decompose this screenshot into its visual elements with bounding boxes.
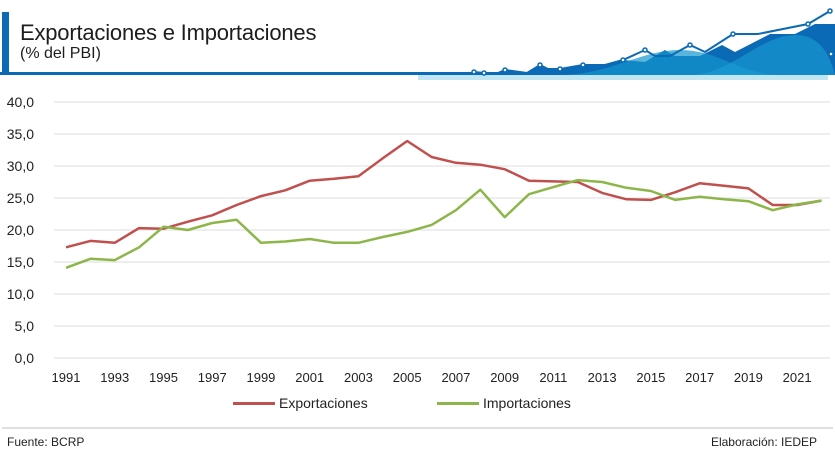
header-marker bbox=[805, 21, 811, 27]
y-tick-label: 10,0 bbox=[7, 286, 34, 302]
header-marker bbox=[730, 31, 736, 37]
header-marker bbox=[620, 57, 626, 63]
series-line-exportaciones bbox=[65, 139, 822, 249]
header-marker bbox=[502, 67, 508, 73]
chart-subtitle: (% del PBI) bbox=[20, 45, 101, 62]
y-tick-label: 40,0 bbox=[7, 94, 34, 110]
footer-divider bbox=[2, 427, 833, 429]
chart-title: Exportaciones e Importaciones bbox=[20, 20, 317, 45]
header-baseline-light bbox=[418, 75, 828, 80]
line-chart: 0,0 5,0 10,0 15,0 20,0 25,0 30,0 35,0 40,0 1991 1… bbox=[7, 94, 830, 385]
x-tick-label: 2017 bbox=[685, 370, 714, 385]
series-points-importaciones bbox=[65, 180, 822, 268]
legend-item-exportaciones: Exportaciones bbox=[233, 395, 368, 411]
x-tick-label: 1999 bbox=[246, 370, 275, 385]
legend-label-importaciones: Importaciones bbox=[483, 395, 571, 411]
header: Exportaciones e Importaciones (% del PBI… bbox=[0, 0, 835, 82]
header-wave-line bbox=[473, 10, 831, 75]
header-marker bbox=[557, 66, 563, 72]
header-marker bbox=[580, 62, 586, 68]
header-marker bbox=[481, 70, 487, 76]
footer-source: Fuente: BCRP bbox=[7, 435, 85, 449]
title-accent-bar bbox=[2, 12, 9, 74]
x-tick-label: 1991 bbox=[52, 370, 81, 385]
y-tick-label: 0,0 bbox=[15, 350, 35, 366]
header-baseline bbox=[0, 72, 835, 75]
x-tick-label: 1993 bbox=[100, 370, 129, 385]
x-tick-label: 2003 bbox=[344, 370, 373, 385]
x-tick-label: 2021 bbox=[783, 370, 812, 385]
header-marker bbox=[828, 51, 834, 57]
header-marker bbox=[827, 8, 833, 14]
legend-item-importaciones: Importaciones bbox=[437, 395, 571, 411]
y-tick-label: 5,0 bbox=[15, 318, 35, 334]
y-tick-label: 35,0 bbox=[7, 126, 34, 142]
x-tick-label: 2007 bbox=[441, 370, 470, 385]
series-line-importaciones bbox=[65, 178, 822, 269]
legend-label-exportaciones: Exportaciones bbox=[279, 395, 368, 411]
x-tick-label: 1995 bbox=[149, 370, 178, 385]
x-tick-label: 2009 bbox=[490, 370, 519, 385]
header-wave-light-2 bbox=[690, 35, 835, 75]
legend: Exportaciones Importaciones bbox=[0, 395, 835, 415]
x-tick-label: 1997 bbox=[198, 370, 227, 385]
series-points-exportaciones bbox=[65, 141, 822, 248]
y-tick-label: 30,0 bbox=[7, 158, 34, 174]
footer-credit: Elaboración: IEDEP bbox=[710, 435, 817, 449]
legend-swatch-exportaciones bbox=[233, 401, 275, 405]
legend-swatch-importaciones bbox=[437, 401, 479, 405]
x-tick-label: 2015 bbox=[636, 370, 665, 385]
header-marker bbox=[471, 69, 477, 75]
header-marker bbox=[642, 47, 648, 53]
x-tick-label: 2013 bbox=[588, 370, 617, 385]
header-marker bbox=[537, 62, 543, 68]
header-marker bbox=[687, 42, 693, 48]
x-tick-label: 2005 bbox=[393, 370, 422, 385]
y-tick-label: 15,0 bbox=[7, 254, 34, 270]
x-tick-label: 2019 bbox=[734, 370, 763, 385]
y-tick-label: 20,0 bbox=[7, 222, 34, 238]
header-decoration bbox=[0, 8, 835, 80]
x-tick-label: 2011 bbox=[539, 370, 567, 385]
y-tick-label: 25,0 bbox=[7, 190, 34, 206]
x-tick-label: 2001 bbox=[295, 370, 324, 385]
